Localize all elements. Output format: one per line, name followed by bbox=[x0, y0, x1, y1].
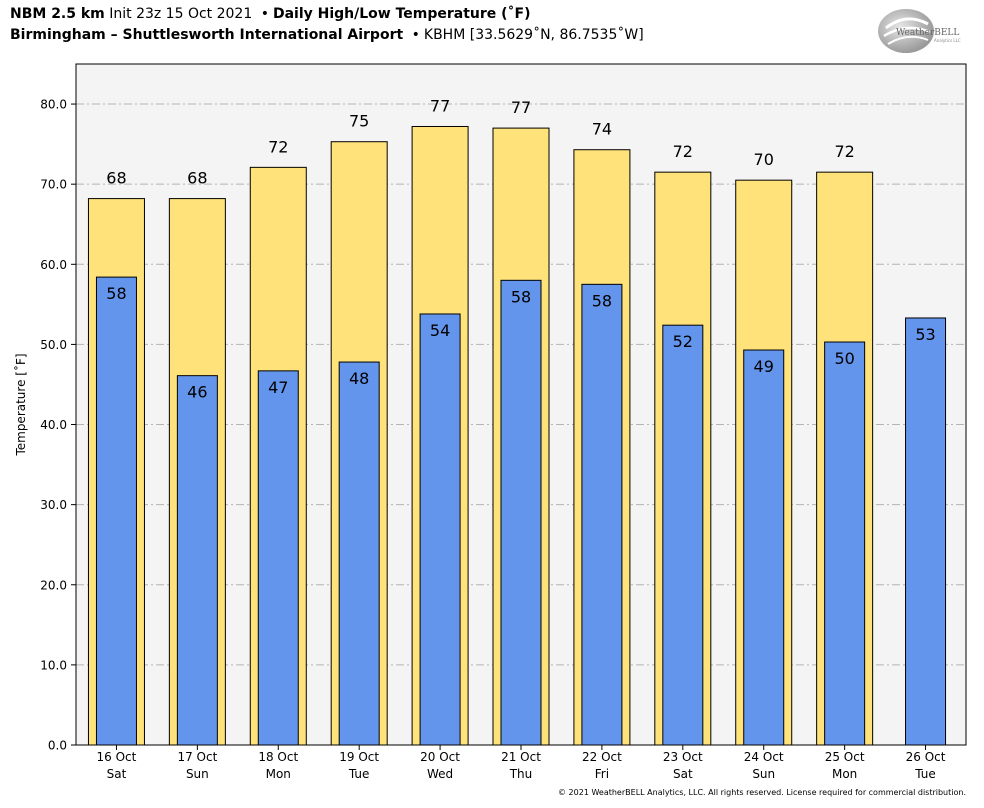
low-value-label: 50 bbox=[834, 349, 854, 368]
high-value-label: 72 bbox=[673, 142, 693, 161]
x-tick-label-day: Sun bbox=[752, 767, 775, 781]
location-name: Birmingham – Shuttlesworth International… bbox=[10, 27, 404, 43]
x-tick-label-date: 20 Oct bbox=[420, 750, 460, 764]
low-bar bbox=[500, 279, 542, 746]
copyright-notice: © 2021 WeatherBELL Analytics, LLC. All r… bbox=[558, 788, 966, 797]
low-bar bbox=[176, 375, 218, 746]
high-value-label: 72 bbox=[268, 137, 288, 156]
low-bar bbox=[338, 361, 380, 746]
y-tick-label: 10.0 bbox=[40, 658, 67, 672]
x-tick-label-date: 24 Oct bbox=[744, 750, 784, 764]
y-axis-label: Temperature [˚F] bbox=[13, 353, 28, 456]
x-tick-label-date: 26 Oct bbox=[906, 750, 946, 764]
low-value-label: 49 bbox=[754, 357, 774, 376]
y-tick-label: 0.0 bbox=[48, 739, 67, 753]
high-value-label: 70 bbox=[754, 150, 774, 169]
x-tick-label-day: Mon bbox=[832, 767, 857, 781]
low-value-label: 52 bbox=[673, 332, 693, 351]
logo-text: WeatherBELL bbox=[896, 28, 959, 38]
low-bar bbox=[419, 313, 461, 746]
high-value-label: 74 bbox=[592, 120, 612, 139]
x-tick-label-date: 16 Oct bbox=[97, 750, 137, 764]
low-value-label: 47 bbox=[268, 378, 288, 397]
low-bar bbox=[95, 276, 137, 746]
low-bar bbox=[581, 283, 623, 746]
y-tick-label: 70.0 bbox=[40, 178, 67, 192]
subtitle-bullet: • bbox=[411, 27, 420, 43]
low-bar bbox=[743, 349, 785, 746]
y-tick-label: 80.0 bbox=[40, 98, 67, 112]
x-tick-label-date: 23 Oct bbox=[663, 750, 703, 764]
high-value-label: 75 bbox=[349, 112, 369, 131]
x-tick-label-date: 25 Oct bbox=[825, 750, 865, 764]
low-bar bbox=[257, 370, 299, 746]
y-tick-label: 40.0 bbox=[40, 418, 67, 432]
product-name: Daily High/Low Temperature (˚F) bbox=[272, 6, 531, 22]
bars: 68 58 68 46 72 47 75 48 77 54 77 58 74 58 72 52 70 49 72 50… bbox=[87, 96, 947, 746]
low-value-label: 58 bbox=[592, 291, 612, 310]
high-value-label: 68 bbox=[187, 169, 207, 188]
x-tick-label-date: 22 Oct bbox=[582, 750, 622, 764]
low-value-label: 48 bbox=[349, 369, 369, 388]
x-tick-label-date: 18 Oct bbox=[258, 750, 298, 764]
low-value-label: 58 bbox=[106, 284, 126, 303]
low-value-label: 58 bbox=[511, 287, 531, 306]
x-tick-label-day: Wed bbox=[427, 767, 453, 781]
low-bar bbox=[662, 324, 704, 746]
x-tick-label-day: Tue bbox=[348, 767, 370, 781]
high-value-label: 68 bbox=[106, 169, 126, 188]
low-bar bbox=[905, 317, 947, 746]
x-tick-label-day: Fri bbox=[595, 767, 609, 781]
y-axis: 0.0 10.0 20.0 30.0 40.0 50.0 60.0 70.0 80.0 bbox=[40, 98, 76, 753]
x-tick-label-date: 17 Oct bbox=[177, 750, 217, 764]
x-tick-label-day: Mon bbox=[266, 767, 291, 781]
x-tick-label-date: 21 Oct bbox=[501, 750, 541, 764]
high-value-label: 77 bbox=[511, 98, 531, 117]
low-bar bbox=[824, 341, 866, 746]
x-tick-label-day: Sun bbox=[186, 767, 209, 781]
high-value-label: 72 bbox=[834, 142, 854, 161]
low-value-label: 53 bbox=[915, 325, 935, 344]
init-time: Init 23z 15 Oct 2021 bbox=[109, 6, 253, 22]
weatherbell-logo-icon: WeatherBELL Analytics LLC bbox=[878, 9, 961, 53]
title-bullet: • bbox=[260, 6, 269, 22]
chart-title: NBM 2.5 km Init 23z 15 Oct 2021 • Daily H… bbox=[10, 6, 531, 22]
x-tick-label-day: Sat bbox=[107, 767, 127, 781]
y-tick-label: 60.0 bbox=[40, 258, 67, 272]
low-value-label: 54 bbox=[430, 321, 450, 340]
station-info: KBHM [33.5629˚N, 86.7535˚W] bbox=[423, 27, 644, 43]
x-axis: 16 Oct Sat 17 Oct Sun 18 Oct Mon 19 Oct Tue 20 O… bbox=[97, 745, 946, 781]
model-name: NBM 2.5 km bbox=[10, 6, 105, 22]
low-value-label: 46 bbox=[187, 383, 207, 402]
y-tick-label: 30.0 bbox=[40, 498, 67, 512]
x-tick-label-date: 19 Oct bbox=[339, 750, 379, 764]
x-tick-label-day: Sat bbox=[673, 767, 693, 781]
y-tick-label: 20.0 bbox=[40, 578, 67, 592]
plot-frame bbox=[75, 63, 967, 746]
y-tick-label: 50.0 bbox=[40, 338, 67, 352]
chart-subtitle: Birmingham – Shuttlesworth International… bbox=[10, 27, 644, 43]
x-tick-label-day: Thu bbox=[509, 767, 533, 781]
high-value-label: 77 bbox=[430, 96, 450, 115]
x-tick-label-day: Tue bbox=[914, 767, 936, 781]
logo-subtext: Analytics LLC bbox=[934, 38, 961, 43]
